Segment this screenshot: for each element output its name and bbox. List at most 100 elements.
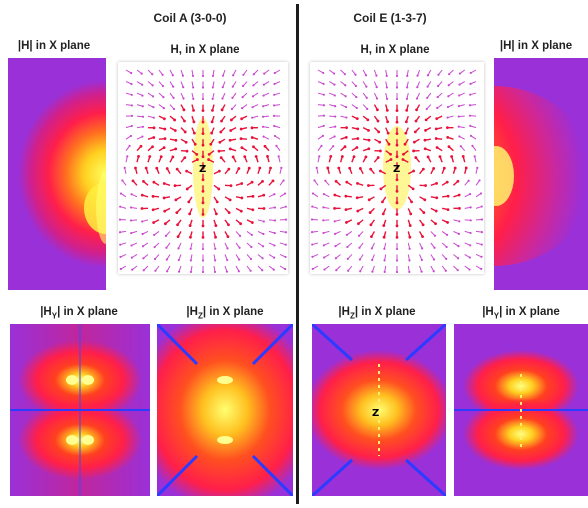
coil-a-h-vector-label: H, in X plane [170,44,240,56]
field-arrow-head [240,117,244,121]
field-arrow-head [251,106,254,109]
field-arrow-head [480,267,483,271]
field-arrow-head [355,95,358,99]
field-arrow-head [424,118,428,122]
field-arrow-head [183,130,187,134]
field-arrow-head [261,269,264,272]
field-arrow-head [262,94,265,97]
field-arrow-head [395,189,399,193]
field-arrow-head [366,107,369,111]
field-arrow-head [437,84,440,88]
field-arrow-head [195,152,199,156]
field-arrow-head [130,231,133,235]
field-arrow-head [322,104,326,107]
field-arrow-head [140,72,143,75]
field-arrow-head [322,206,325,209]
field-arrow-head [192,120,196,124]
field-arrow-head [359,270,362,273]
field-arrow-head [262,207,266,210]
field-arrow-head [155,166,159,170]
field-arrow-head [252,73,255,76]
field-arrow-head [142,269,145,272]
field-arrow-head [322,124,325,127]
field-arrow-head [315,166,318,170]
field-arrow-head [273,231,276,235]
field-arrow-head [395,86,399,89]
field-arrow-head [344,194,348,198]
field-arrow-head [469,134,473,137]
field-arrow-head [370,247,373,250]
field-arrow-head [311,255,314,258]
field-arrow-head [345,233,349,236]
field-arrow-head [408,224,412,227]
field-arrow-head [379,149,382,153]
field-arrow-head [420,258,423,262]
field-arrow-head [322,71,325,75]
field-arrow-head [228,138,232,142]
field-arrow-head [139,144,143,148]
field-arrow-head [333,193,337,197]
field-arrow-head [227,167,231,171]
field-arrow-head [322,231,325,235]
field-arrow-head [164,234,168,237]
field-arrow-head [225,270,229,273]
field-arrow-head [189,235,192,239]
field-arrow-head [211,108,214,112]
field-arrow-head [447,145,451,149]
field-arrow-head [442,166,446,170]
field-arrow-head [239,209,243,213]
field-arrow-head [261,257,264,260]
field-arrow-head [408,247,411,250]
field-arrow-head [229,118,233,122]
field-arrow-head [358,246,361,249]
field-arrow-head [141,135,144,138]
field-arrow-head [356,181,359,185]
coil-e-hz-label: |HZ| in X plane [338,306,416,321]
field-arrow-head [141,245,145,248]
field-arrow-head [469,244,472,247]
field-arrow-head [333,83,336,86]
field-arrow-head [153,245,156,249]
field-arrow-head [144,166,148,170]
field-arrow-head [453,166,457,170]
field-arrow-head [467,179,470,182]
field-arrow-head [409,212,413,216]
field-arrow-head [395,143,399,147]
field-arrow-head [415,108,418,112]
field-arrow-head [171,74,174,77]
field-arrow-head [333,220,336,223]
field-arrow-head [201,86,205,89]
field-arrow-head [284,267,287,271]
field-arrow-head [311,192,315,195]
field-arrow-head [412,149,415,153]
field-arrow-head [201,155,205,159]
field-arrow-head [434,222,437,226]
field-arrow-head [432,167,436,170]
field-arrow-head [469,93,472,96]
field-arrow-head [280,166,283,170]
field-arrow-head [154,269,157,272]
field-arrow-head [345,180,349,184]
field-arrow-head [311,243,314,246]
field-arrow-head [402,152,405,156]
field-arrow-head [461,155,465,158]
field-arrow-head [447,95,450,98]
field-arrow-head [129,219,133,222]
field-arrow-head [321,134,325,137]
field-arrow-head [369,223,373,227]
field-arrow-head [130,244,133,247]
field-arrow-head [445,233,449,236]
field-arrow-head [468,193,472,196]
field-arrow-head [433,246,436,249]
field-arrow-head [480,205,483,208]
field-arrow-head [284,218,288,221]
field-arrow-head [469,219,472,222]
coil-a-title: Coil A (3-0-0) [153,11,227,25]
field-arrow-head [408,235,412,239]
field-arrow-head [284,243,287,246]
field-arrow-head [471,144,474,147]
field-arrow-head [310,218,314,221]
field-arrow-head [412,140,416,144]
field-arrow-head [207,158,211,161]
field-arrow-head [364,74,368,77]
